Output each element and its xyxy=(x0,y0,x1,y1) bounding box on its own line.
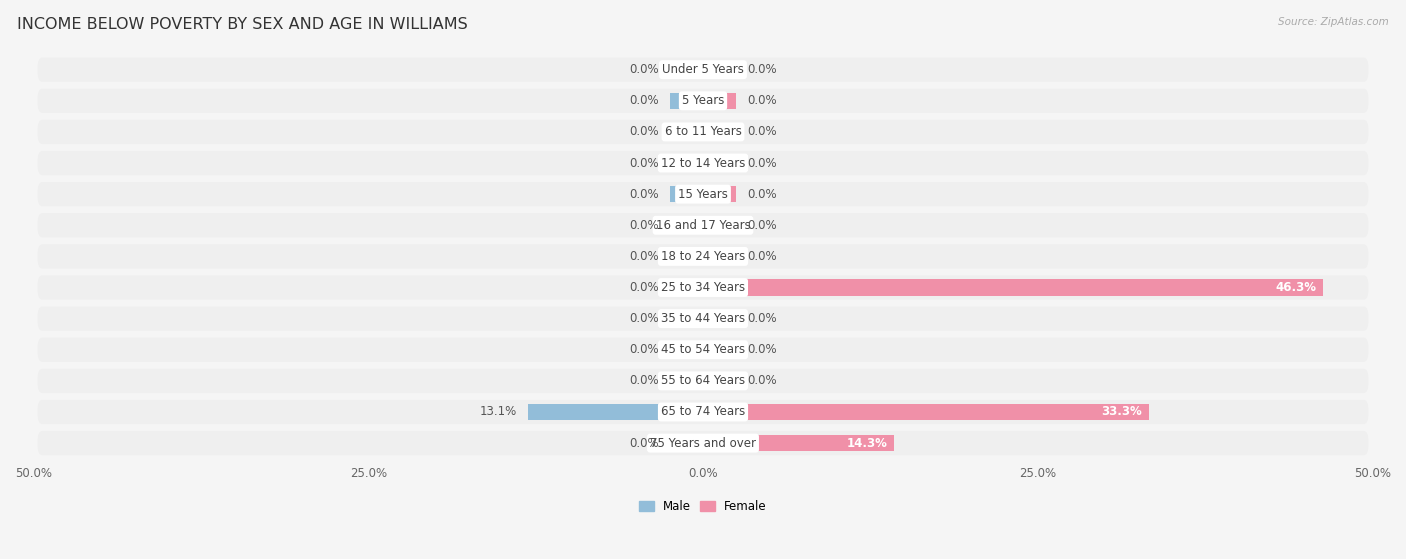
Text: 5 Years: 5 Years xyxy=(682,94,724,107)
Bar xyxy=(703,217,737,233)
Text: 0.0%: 0.0% xyxy=(630,343,659,356)
Text: 65 to 74 Years: 65 to 74 Years xyxy=(661,405,745,419)
Text: 13.1%: 13.1% xyxy=(479,405,517,419)
Bar xyxy=(703,248,737,264)
FancyBboxPatch shape xyxy=(38,338,1368,362)
Bar xyxy=(703,61,737,78)
FancyBboxPatch shape xyxy=(38,58,1368,82)
Text: 33.3%: 33.3% xyxy=(1101,405,1142,419)
Text: 55 to 64 Years: 55 to 64 Years xyxy=(661,375,745,387)
Bar xyxy=(669,435,703,451)
Text: 0.0%: 0.0% xyxy=(630,63,659,76)
Bar xyxy=(669,186,703,202)
Text: 0.0%: 0.0% xyxy=(630,188,659,201)
Text: 0.0%: 0.0% xyxy=(630,281,659,294)
Bar xyxy=(669,373,703,389)
Text: 0.0%: 0.0% xyxy=(747,94,776,107)
Text: 14.3%: 14.3% xyxy=(846,437,887,449)
Text: 25 to 34 Years: 25 to 34 Years xyxy=(661,281,745,294)
Text: 16 and 17 Years: 16 and 17 Years xyxy=(655,219,751,232)
Text: 0.0%: 0.0% xyxy=(630,94,659,107)
Bar xyxy=(703,373,737,389)
Text: 0.0%: 0.0% xyxy=(630,219,659,232)
Bar xyxy=(527,404,703,420)
Text: 0.0%: 0.0% xyxy=(630,437,659,449)
Text: 75 Years and over: 75 Years and over xyxy=(650,437,756,449)
Text: 0.0%: 0.0% xyxy=(630,250,659,263)
Bar xyxy=(703,404,1149,420)
Text: 0.0%: 0.0% xyxy=(630,312,659,325)
Text: 12 to 14 Years: 12 to 14 Years xyxy=(661,157,745,169)
Bar xyxy=(669,217,703,233)
Bar xyxy=(703,311,737,326)
Bar xyxy=(703,155,737,171)
Text: 0.0%: 0.0% xyxy=(747,312,776,325)
Bar xyxy=(669,311,703,326)
FancyBboxPatch shape xyxy=(38,400,1368,424)
Bar xyxy=(703,280,1323,296)
Bar xyxy=(669,155,703,171)
Text: 0.0%: 0.0% xyxy=(747,157,776,169)
FancyBboxPatch shape xyxy=(38,182,1368,206)
Bar xyxy=(703,186,737,202)
Text: 0.0%: 0.0% xyxy=(630,157,659,169)
Text: 0.0%: 0.0% xyxy=(747,188,776,201)
Bar xyxy=(669,124,703,140)
Legend: Male, Female: Male, Female xyxy=(634,495,772,518)
FancyBboxPatch shape xyxy=(38,306,1368,331)
Text: Under 5 Years: Under 5 Years xyxy=(662,63,744,76)
Text: Source: ZipAtlas.com: Source: ZipAtlas.com xyxy=(1278,17,1389,27)
Text: 15 Years: 15 Years xyxy=(678,188,728,201)
Text: 6 to 11 Years: 6 to 11 Years xyxy=(665,125,741,139)
Text: 0.0%: 0.0% xyxy=(747,125,776,139)
FancyBboxPatch shape xyxy=(38,276,1368,300)
Text: 45 to 54 Years: 45 to 54 Years xyxy=(661,343,745,356)
Text: 0.0%: 0.0% xyxy=(747,250,776,263)
FancyBboxPatch shape xyxy=(38,431,1368,455)
Bar xyxy=(669,342,703,358)
Text: 0.0%: 0.0% xyxy=(747,219,776,232)
Text: 0.0%: 0.0% xyxy=(630,375,659,387)
FancyBboxPatch shape xyxy=(38,244,1368,268)
FancyBboxPatch shape xyxy=(38,120,1368,144)
Text: 0.0%: 0.0% xyxy=(747,375,776,387)
Bar xyxy=(669,280,703,296)
Text: 18 to 24 Years: 18 to 24 Years xyxy=(661,250,745,263)
FancyBboxPatch shape xyxy=(38,151,1368,175)
Text: 46.3%: 46.3% xyxy=(1275,281,1316,294)
Text: 35 to 44 Years: 35 to 44 Years xyxy=(661,312,745,325)
Bar xyxy=(669,248,703,264)
Bar xyxy=(669,61,703,78)
FancyBboxPatch shape xyxy=(38,369,1368,393)
Bar xyxy=(703,435,894,451)
FancyBboxPatch shape xyxy=(38,213,1368,238)
FancyBboxPatch shape xyxy=(38,89,1368,113)
Text: 0.0%: 0.0% xyxy=(747,63,776,76)
Bar xyxy=(703,93,737,109)
Bar xyxy=(703,124,737,140)
Bar xyxy=(703,342,737,358)
Text: 0.0%: 0.0% xyxy=(630,125,659,139)
Bar xyxy=(669,93,703,109)
Text: 0.0%: 0.0% xyxy=(747,343,776,356)
Text: INCOME BELOW POVERTY BY SEX AND AGE IN WILLIAMS: INCOME BELOW POVERTY BY SEX AND AGE IN W… xyxy=(17,17,468,32)
